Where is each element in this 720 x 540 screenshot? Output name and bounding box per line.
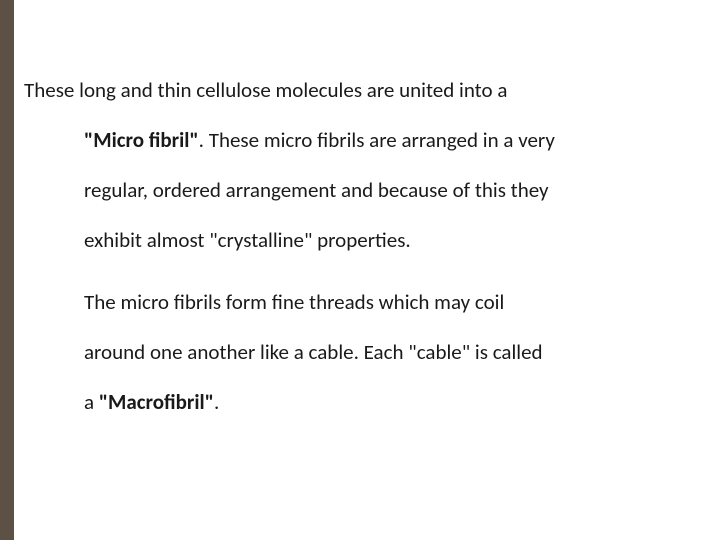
macrofibril-term: "Macrofibril" (99, 389, 214, 415)
p1-line1: These long and thin cellulose molecules … (24, 72, 678, 108)
paragraph-1: These long and thin cellulose molecules … (24, 72, 678, 258)
p2-line1: The micro fibrils form fine threads whic… (84, 284, 678, 320)
p1-line3: regular, ordered arrangement and because… (84, 172, 678, 208)
micro-fibril-term: "Micro fibril" (84, 127, 199, 153)
p2-line3-a: a (84, 389, 99, 415)
p2-line2: around one another like a cable. Each "c… (84, 334, 678, 370)
accent-bar (0, 0, 14, 540)
p1-line4: exhibit almost "crystalline" properties. (84, 222, 678, 258)
p2-line3-b: . (214, 389, 219, 415)
p1-line2-rest: . These micro fibrils are arranged in a … (199, 127, 555, 153)
p1-line2: "Micro fibril". These micro fibrils are … (84, 122, 678, 158)
p2-line3: a "Macrofibril". (84, 384, 678, 420)
slide: These long and thin cellulose molecules … (0, 0, 720, 540)
paragraph-2: The micro fibrils form fine threads whic… (24, 284, 678, 420)
slide-content: These long and thin cellulose molecules … (14, 0, 720, 540)
